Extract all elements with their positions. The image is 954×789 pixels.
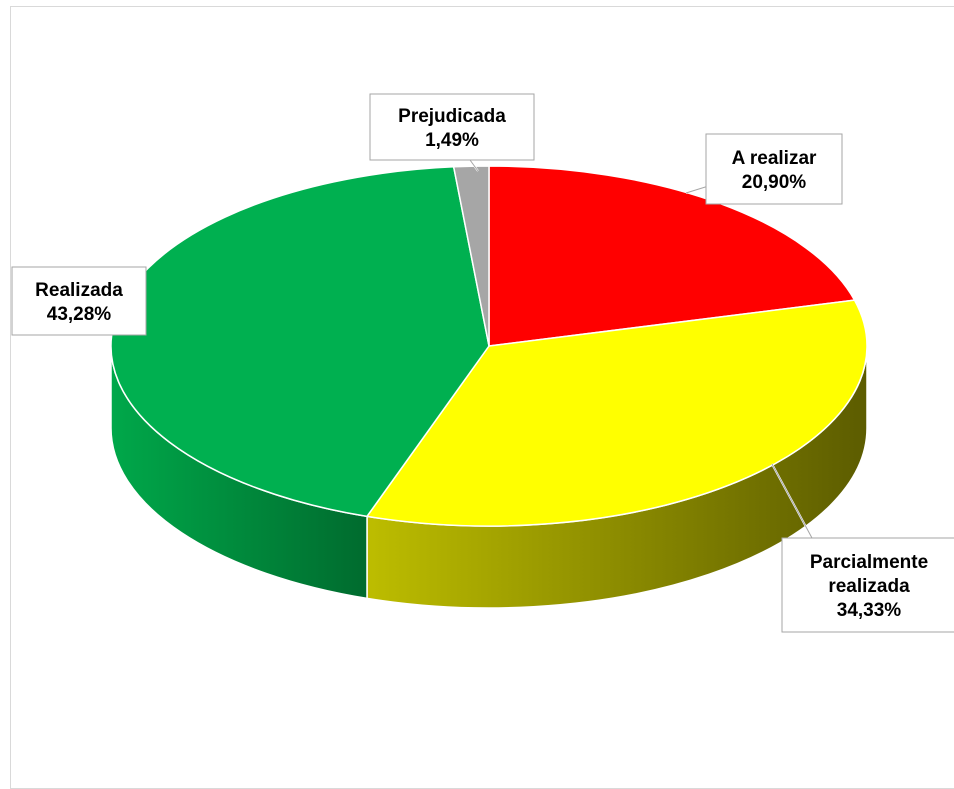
label-name-a-realizar: A realizar: [732, 148, 817, 169]
data-label-prejudicada: Prejudicada 1,49%: [370, 94, 534, 171]
label-value-prejudicada: 1,49%: [425, 130, 479, 151]
label-name-parcialmente-realizada: realizada: [828, 576, 910, 597]
label-box-a-realizar: [706, 134, 842, 204]
label-value-realizada: 43,28%: [47, 304, 112, 325]
label-name-parcialmente-realizada: Parcialmente: [810, 552, 928, 573]
pie-tops: [111, 166, 867, 526]
label-value-parcialmente-realizada: 34,33%: [837, 600, 902, 621]
label-name-prejudicada: Prejudicada: [398, 106, 506, 127]
label-value-a-realizar: 20,90%: [742, 172, 807, 193]
label-name-realizada: Realizada: [35, 280, 123, 301]
data-label-a-realizar: A realizar 20,90%: [686, 134, 842, 204]
data-label-realizada: Realizada 43,28%: [12, 267, 146, 335]
